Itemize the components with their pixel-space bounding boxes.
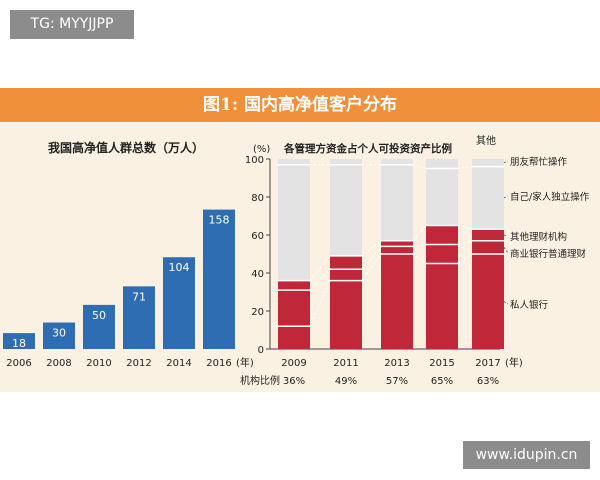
stack-2017-seg-3 [472,166,504,230]
connector-2-3 [412,164,427,169]
series-label-1: 商业银行普通理财 [510,248,587,260]
series-leader-3 [503,195,509,199]
header-tag: TG: MYYJJPP [10,10,134,39]
stack-2009-seg-0 [278,326,310,349]
right-ytick-40: 40 [251,269,264,280]
stack-2011-seg-3 [330,164,362,256]
series-label-4: 朋友帮忙操作 [510,156,568,168]
connector-1-0 [361,253,382,281]
left-bar-2016 [203,209,235,349]
connector-3-0 [457,253,473,264]
series-leader-1 [503,247,509,254]
stack-2009-seg-2 [278,280,310,291]
stack-2013-seg-0 [381,254,413,349]
connector-1-2 [361,240,382,257]
series-label-0: 私人银行 [510,299,549,311]
ratio-2015: 65% [431,376,453,387]
right-ytick-80: 80 [251,193,264,204]
left-bar-2010 [83,304,115,349]
right-chart-title: 各管理方资金占个人可投资资产比例 [283,142,452,155]
stack-2017-seg-4 [472,159,504,167]
connector-0-1 [309,268,331,291]
ratio-2013: 57% [386,376,408,387]
connector-2-0 [412,253,427,264]
stack-2013-seg-4 [381,159,413,165]
left-xtick-2008: 2008 [46,358,71,369]
left-bar-label-2012: 71 [132,290,146,303]
connector-2-1 [412,244,427,247]
charts-svg: 我国高净值人群总数（万人） 18 2006 30 2008 50 2010 71 2012 104… [3,134,590,387]
right-ytick-0: 0 [258,345,264,356]
stack-2011-seg-2 [330,255,362,270]
left-bar-label-2008: 30 [52,327,66,340]
extra-label: 其他 [476,134,496,147]
stack-2015-seg-0 [426,263,458,349]
watermark: www.idupin.cn [463,441,590,469]
left-xtick-2014: 2014 [166,358,191,369]
banner: 图1: 国内高净值客户分布 [0,88,600,122]
connector-0-2 [309,255,331,281]
left-bar-2012 [123,286,155,349]
connector-3-3 [457,166,473,169]
left-xtick-2016: 2016 [206,358,231,369]
ratio-2011: 49% [335,376,357,387]
ratio-2009: 36% [283,376,305,387]
connector-3-1 [457,240,473,245]
right-xtick-2017: 2017 [475,358,500,369]
stack-2015-seg-2 [426,225,458,245]
left-bar-label-2010: 50 [92,309,106,322]
stack-2011-seg-1 [330,269,362,281]
right-xtick-2015: 2015 [429,358,454,369]
left-xtick-2006: 2006 [6,358,31,369]
stack-2017-seg-2 [472,229,504,241]
left-xtick-2010: 2010 [86,358,111,369]
stack-2015-seg-4 [426,159,458,169]
left-bar-label-2006: 18 [12,337,26,350]
series-leader-0 [503,301,509,305]
left-chart-title: 我国高净值人群总数（万人） [48,140,204,155]
ratio-2017: 63% [477,376,499,387]
left-x-unit: (年) [236,356,254,369]
right-xtick-2011: 2011 [333,358,358,369]
connector-3-2 [457,225,473,230]
stack-2011-seg-4 [330,159,362,165]
stack-2013-seg-1 [381,246,413,254]
series-leader-4 [503,160,509,164]
connector-1-1 [361,246,382,270]
series-label-2: 其他理财机构 [510,231,567,243]
stack-2009-seg-3 [278,164,310,281]
stack-2009-seg-1 [278,290,310,327]
left-bar-2008 [43,322,75,349]
stack-2013-seg-3 [381,164,413,241]
right-xtick-2013: 2013 [384,358,409,369]
left-bar-label-2014: 104 [169,261,190,274]
series-leader-2 [503,234,509,237]
series-label-3: 自己/家人独立操作 [510,191,590,203]
chart-panel: 我国高净值人群总数（万人） 18 2006 30 2008 50 2010 71 2012 104… [0,122,600,392]
right-ytick-20: 20 [251,307,264,318]
connector-0-0 [309,280,331,327]
right-ytick-60: 60 [251,231,264,242]
right-x-unit: (年) [505,356,523,369]
left-bar-2006 [3,333,35,349]
left-bar-label-2016: 158 [209,214,230,227]
banner-title: 图1: 国内高净值客户分布 [202,95,398,115]
stack-2013-seg-2 [381,240,413,247]
right-ytick-100: 100 [245,155,264,166]
right-y-unit: (%) [253,144,270,155]
stack-2015-seg-3 [426,168,458,226]
left-bar-2014 [163,257,195,349]
stack-2017-seg-1 [472,240,504,254]
ratio-title: 机构比例 [240,374,280,387]
stack-2009-seg-4 [278,159,310,165]
stack-2017-seg-0 [472,254,504,349]
left-xtick-2012: 2012 [126,358,151,369]
stack-2011-seg-0 [330,280,362,349]
stack-2015-seg-1 [426,244,458,264]
right-xtick-2009: 2009 [281,358,306,369]
connector-2-2 [412,225,427,242]
